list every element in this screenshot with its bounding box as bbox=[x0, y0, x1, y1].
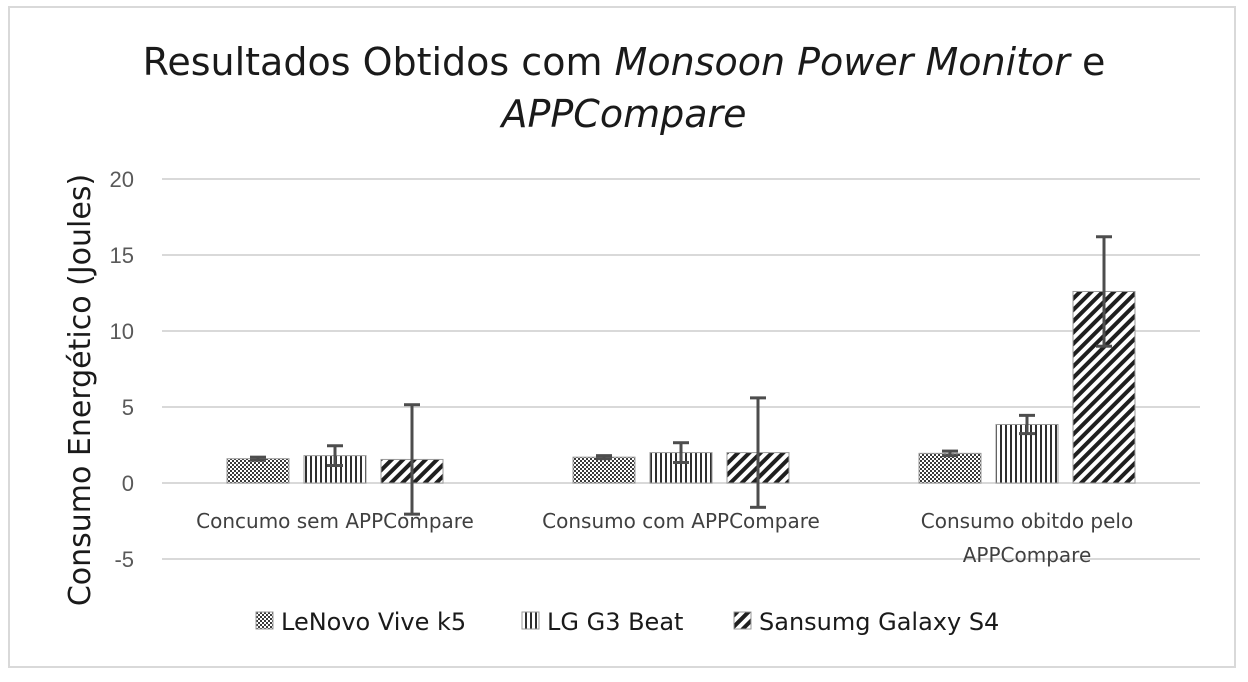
chart-frame bbox=[8, 6, 1236, 668]
y-axis-label: Consumo Energético (Joules) bbox=[63, 174, 98, 606]
legend-label: LeNovo Vive k5 bbox=[281, 608, 466, 636]
x-category-label: APPCompare bbox=[963, 543, 1092, 567]
bar bbox=[918, 452, 982, 484]
chart-title-part: Monsoon Power Monitor bbox=[614, 40, 1070, 84]
x-category-label: Consumo com APPCompare bbox=[542, 509, 820, 533]
chart-title-part: e bbox=[1069, 40, 1106, 84]
y-tick-label: 15 bbox=[110, 243, 134, 268]
legend-swatch bbox=[521, 611, 540, 630]
y-tick-label: 10 bbox=[110, 319, 134, 344]
legend-swatch bbox=[733, 611, 752, 630]
x-category-label: Consumo obitdo pelo bbox=[921, 509, 1133, 533]
y-tick-label: 5 bbox=[122, 395, 134, 420]
y-tick-label: 0 bbox=[122, 471, 134, 496]
chart-title-part: Resultados Obtidos com bbox=[142, 40, 615, 84]
bar bbox=[226, 458, 290, 484]
legend-swatch bbox=[255, 611, 274, 630]
legend-label: Sansumg Galaxy S4 bbox=[759, 608, 999, 636]
y-tick-label: -5 bbox=[114, 547, 134, 572]
legend-label: LG G3 Beat bbox=[547, 608, 683, 636]
chart-title-part: APPCompare bbox=[501, 92, 747, 136]
x-category-label: Concumo sem APPCompare bbox=[196, 509, 474, 533]
chart-title: Resultados Obtidos com Monsoon Power Mon… bbox=[124, 36, 1124, 140]
y-tick-label: 20 bbox=[110, 167, 134, 192]
bar bbox=[572, 456, 636, 484]
